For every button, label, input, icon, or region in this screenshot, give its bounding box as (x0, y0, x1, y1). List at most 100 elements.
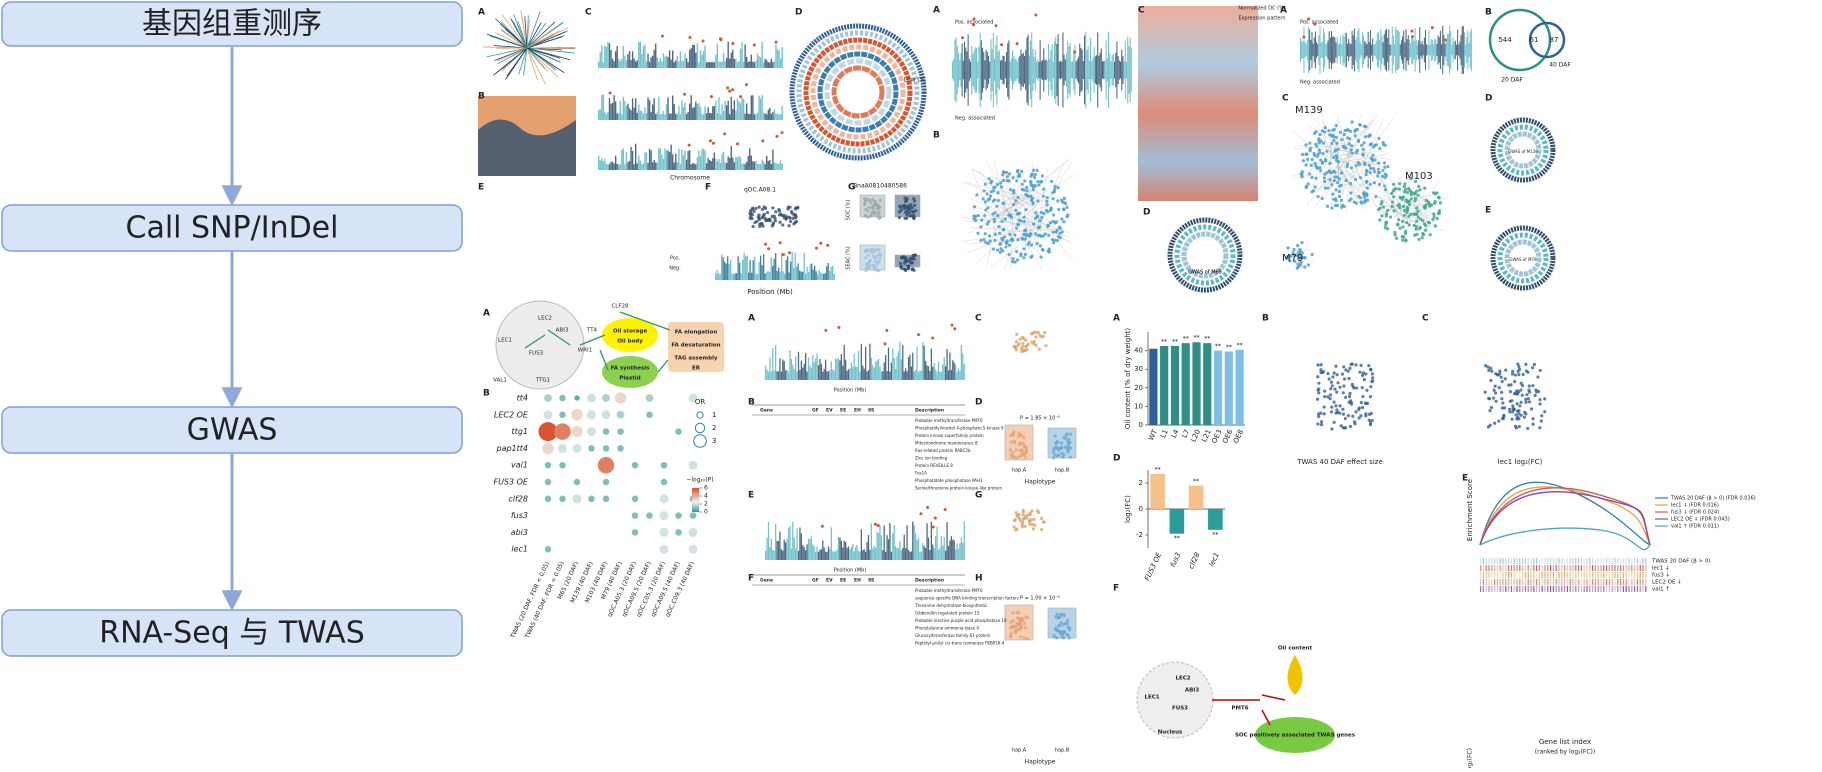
texture (1011, 257, 1014, 260)
texture (984, 208, 987, 211)
texture (1488, 409, 1491, 412)
texture (657, 112, 658, 120)
texture (669, 152, 670, 170)
texture (666, 150, 667, 170)
texture (903, 207, 906, 210)
texture (1494, 565, 1495, 571)
x-tick-label: FUS3 OE (1143, 551, 1163, 582)
texture (1106, 41, 1107, 100)
rank-label: TWAS 20 DAF (β > 0) (1651, 559, 1710, 565)
texture (1419, 218, 1422, 221)
texture (1483, 558, 1484, 564)
texture (878, 253, 881, 256)
texture (968, 34, 969, 105)
texture (869, 550, 870, 560)
texture (1519, 558, 1520, 564)
texture (1542, 565, 1543, 571)
texture (1491, 579, 1492, 585)
texture (1642, 572, 1643, 578)
dot (661, 479, 668, 486)
texture (948, 546, 949, 560)
texture (784, 274, 785, 280)
texture (875, 362, 876, 380)
texture (1396, 223, 1399, 226)
texture (981, 40, 982, 100)
texture (1017, 342, 1020, 345)
texture (1361, 45, 1362, 56)
texture (1101, 49, 1102, 92)
texture (828, 546, 829, 560)
texture (1067, 444, 1070, 447)
texture (1433, 192, 1436, 195)
texture (678, 106, 679, 120)
texture (740, 157, 741, 170)
texture (724, 101, 725, 120)
texture (871, 523, 872, 560)
texture (1403, 182, 1406, 185)
texture (996, 248, 999, 251)
texture (1518, 404, 1521, 407)
texture (1383, 42, 1384, 58)
texture (652, 162, 653, 170)
texture (1316, 155, 1319, 158)
texture (785, 215, 788, 218)
texture (1356, 37, 1357, 63)
texture (1053, 453, 1056, 456)
texture (1543, 397, 1546, 400)
texture (658, 148, 659, 170)
texture (1462, 26, 1463, 74)
texture (738, 156, 739, 170)
texture (912, 522, 913, 560)
heatmap (1138, 6, 1258, 201)
texture (1369, 133, 1372, 136)
bar (1149, 349, 1157, 425)
texture (1606, 572, 1607, 578)
texture (1091, 61, 1092, 79)
label: TAG assembly (674, 356, 718, 362)
texture (1034, 14, 1037, 17)
texture (780, 58, 781, 68)
texture (1070, 43, 1071, 97)
texture (870, 212, 873, 215)
label: Oil content (1278, 646, 1313, 652)
texture (681, 61, 682, 68)
label: qOC.A08.1 (744, 187, 776, 194)
texture (820, 54, 896, 130)
texture (1024, 237, 1027, 240)
texture (1120, 62, 1121, 79)
texture (977, 214, 980, 217)
texture (715, 55, 716, 68)
label: Gene list index (1539, 738, 1591, 746)
texture (723, 111, 724, 120)
texture (1363, 378, 1366, 381)
texture (1098, 56, 1099, 85)
texture (1494, 586, 1495, 592)
texture (721, 104, 722, 120)
texture (1637, 558, 1638, 564)
significance: ** (1194, 335, 1200, 342)
label: Oil storage (613, 329, 647, 335)
texture (683, 61, 684, 68)
texture (1347, 369, 1350, 372)
texture (1508, 586, 1509, 592)
texture (1392, 26, 1393, 73)
dot (542, 443, 554, 455)
texture (1386, 165, 1389, 168)
texture (1013, 56, 1014, 83)
texture (1012, 176, 1015, 179)
texture (1029, 518, 1032, 521)
texture (1570, 586, 1571, 592)
texture (1369, 385, 1372, 388)
texture (743, 62, 744, 68)
texture (757, 213, 760, 216)
texture (1316, 422, 1319, 425)
texture (724, 61, 725, 68)
texture (1324, 186, 1327, 189)
texture (1503, 406, 1506, 409)
texture (829, 271, 830, 280)
texture (749, 209, 752, 212)
texture (1516, 586, 1517, 592)
texture (1522, 579, 1523, 585)
texture (1598, 572, 1599, 578)
texture (650, 112, 651, 120)
